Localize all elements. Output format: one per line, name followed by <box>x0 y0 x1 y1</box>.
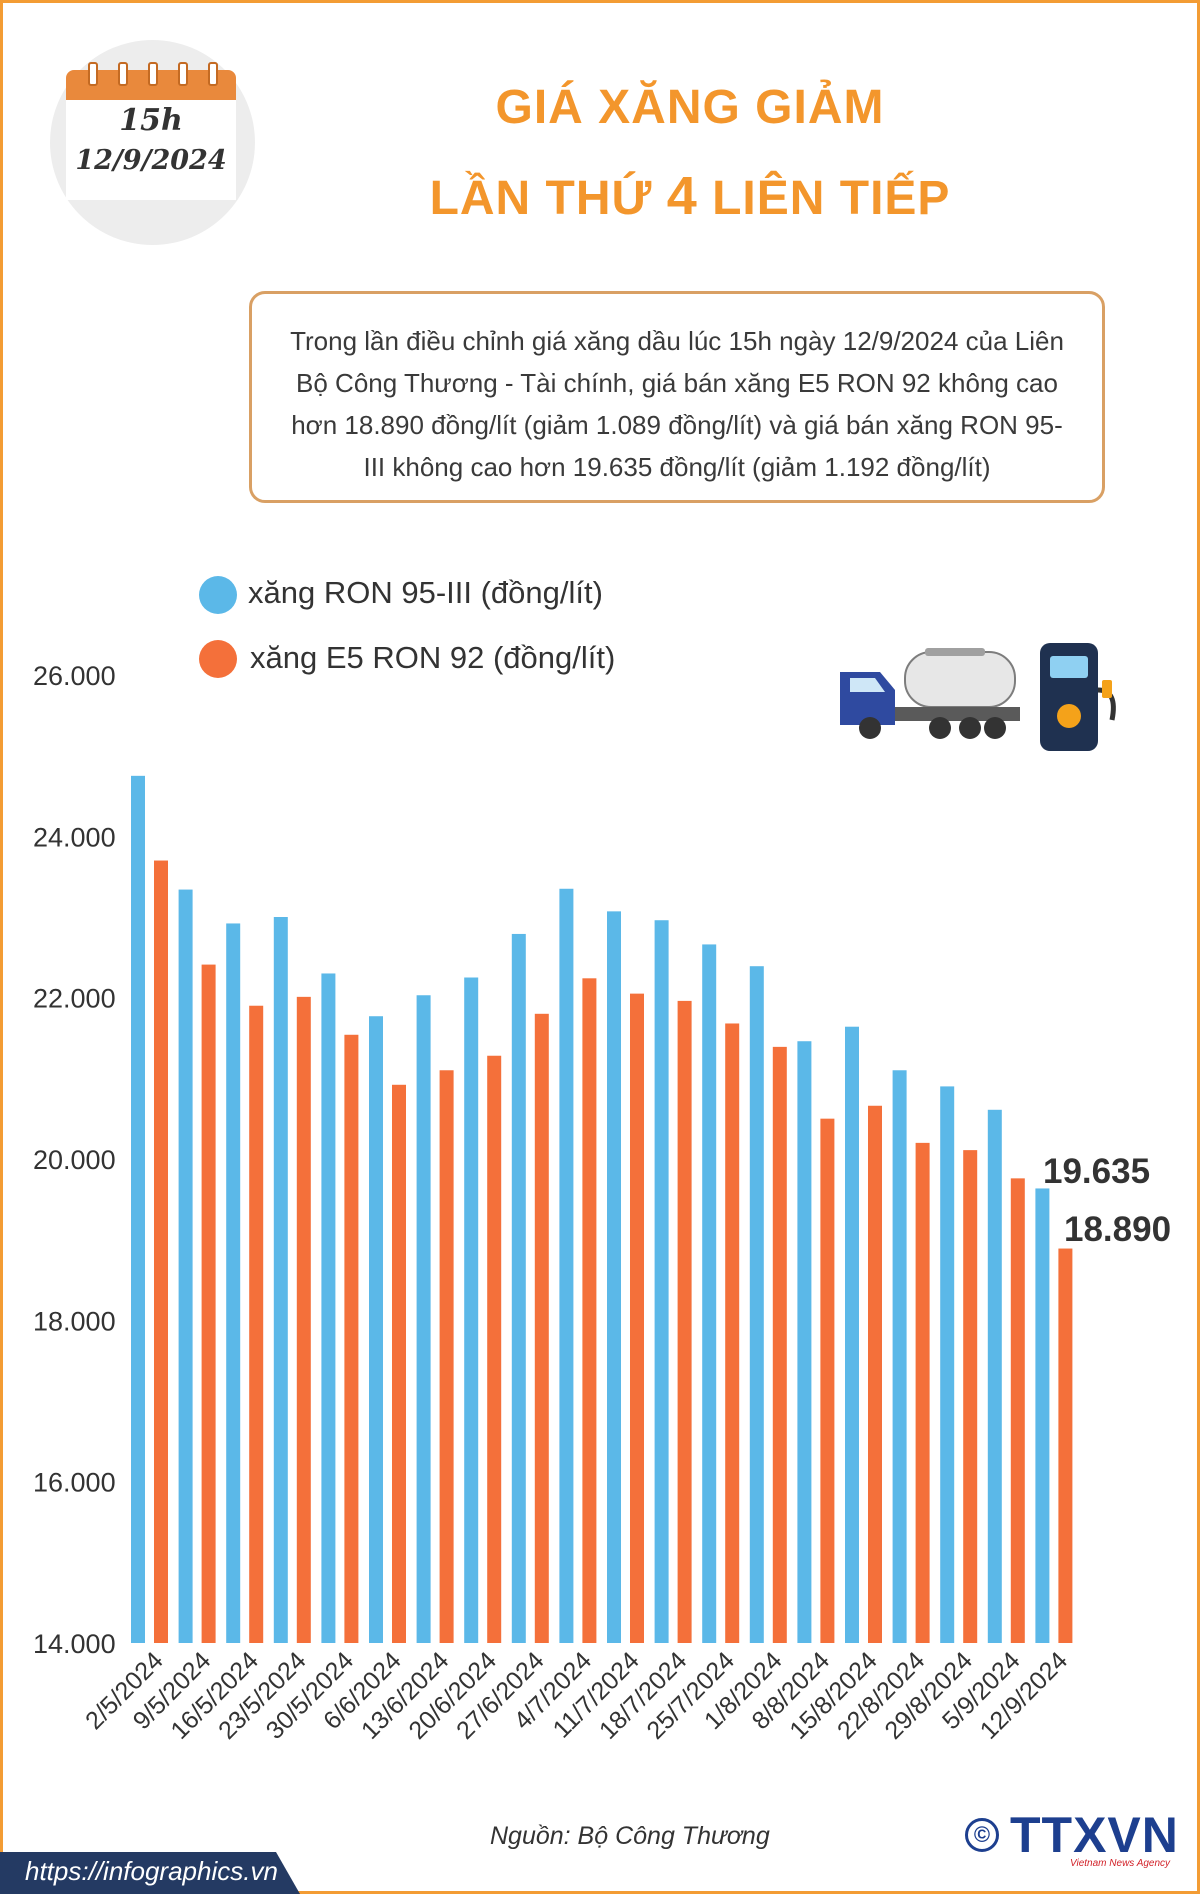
legend-dot-e5 <box>199 640 237 678</box>
bar-e5 <box>582 978 597 1643</box>
bar-e5 <box>201 964 216 1643</box>
bar-ron95 <box>845 1026 859 1643</box>
calendar-ring <box>118 62 128 86</box>
calendar-ring <box>178 62 188 86</box>
bar-e5 <box>487 1055 502 1643</box>
bar-e5 <box>344 1034 359 1643</box>
bar-ron95 <box>226 923 241 1643</box>
bar-e5 <box>439 1070 454 1643</box>
bar-e5 <box>915 1142 930 1643</box>
bar-e5 <box>392 1084 406 1643</box>
legend-dot-ron95 <box>199 576 237 614</box>
title-number: 4 <box>666 166 698 226</box>
bar-e5 <box>772 1046 787 1643</box>
bar-e5 <box>963 1150 978 1643</box>
legend-label-e5: xăng E5 RON 92 (đồng/lít) <box>250 640 616 675</box>
bar-ron95 <box>178 889 193 1643</box>
calendar-date: 12/9/2024 <box>75 145 227 176</box>
y-tick-label: 16.000 <box>33 1468 116 1498</box>
bar-ron95 <box>607 911 621 1643</box>
bar-ron95 <box>321 973 336 1643</box>
bar-e5 <box>249 1005 264 1643</box>
calendar-page <box>66 100 236 200</box>
bar-ron95 <box>940 1086 955 1643</box>
bar-ron95 <box>511 933 526 1643</box>
y-tick-label: 24.000 <box>33 822 116 852</box>
bar-e5 <box>296 996 311 1643</box>
title-part-a: LẦN THỨ <box>429 172 667 225</box>
bar-ron95 <box>987 1109 1002 1643</box>
bar-e5 <box>677 1000 692 1643</box>
legend-label-ron95: xăng RON 95-III (đồng/lít) <box>248 575 603 610</box>
bar-e5 <box>820 1118 835 1643</box>
page-title-line1: GIÁ XĂNG GIẢM <box>495 81 885 134</box>
copyright-icon: © <box>965 1818 999 1852</box>
bar-ron95 <box>797 1041 812 1643</box>
tanker-truck-icon <box>840 648 1020 739</box>
bar-ron95 <box>559 888 574 1643</box>
bar-e5 <box>154 860 168 1643</box>
bar-ron95 <box>1035 1188 1050 1643</box>
calendar-ring <box>148 62 158 86</box>
bar-ron95 <box>702 944 717 1643</box>
bar-ron95 <box>369 1016 383 1643</box>
source-note: Nguồn: Bộ Công Thương <box>490 1822 770 1850</box>
y-tick-label: 22.000 <box>33 984 116 1014</box>
bar-series <box>131 775 1073 1643</box>
info-box: Trong lần điều chỉnh giá xăng dầu lúc 15… <box>249 291 1105 503</box>
bar-ron95 <box>131 775 145 1643</box>
y-tick-label: 26.000 <box>33 661 116 691</box>
y-tick-label: 18.000 <box>33 1306 116 1336</box>
x-axis: 2/5/20249/5/202416/5/202423/5/202430/5/2… <box>80 1646 1073 1745</box>
bar-e5 <box>630 993 644 1643</box>
y-tick-label: 20.000 <box>33 1145 116 1175</box>
bar-ron95 <box>416 995 431 1643</box>
annotation-e5-last: 18.890 <box>1064 1210 1171 1249</box>
bar-e5 <box>534 1013 549 1643</box>
calendar-ring <box>88 62 98 86</box>
bar-e5 <box>1058 1248 1073 1643</box>
calendar-ring <box>208 62 218 86</box>
url-band <box>0 1852 300 1894</box>
bar-ron95 <box>273 917 288 1643</box>
fuel-pump-icon <box>1040 643 1116 751</box>
page-title-line2: LẦN THỨ 4 LIÊN TIẾP <box>360 165 1020 227</box>
logo-subtitle: Vietnam News Agency <box>1070 1858 1171 1869</box>
ttxvn-logo: TTXVN <box>1010 1807 1179 1863</box>
site-link[interactable]: https://infographics.vn <box>25 1856 278 1886</box>
bar-ron95 <box>892 1070 907 1643</box>
bar-e5 <box>868 1105 882 1643</box>
bar-e5 <box>1010 1178 1025 1643</box>
bar-ron95 <box>654 920 669 1643</box>
calendar-time: 15h <box>119 103 183 138</box>
bar-e5 <box>725 1023 740 1643</box>
title-part-b: LIÊN TIẾP <box>697 172 951 225</box>
y-tick-label: 14.000 <box>33 1629 116 1659</box>
annotation-ron95-last: 19.635 <box>1043 1152 1150 1191</box>
y-axis: 14.000 16.000 18.000 20.000 22.000 24.000 26.0… <box>33 661 116 1659</box>
bar-ron95 <box>464 977 479 1643</box>
bar-ron95 <box>749 966 764 1643</box>
